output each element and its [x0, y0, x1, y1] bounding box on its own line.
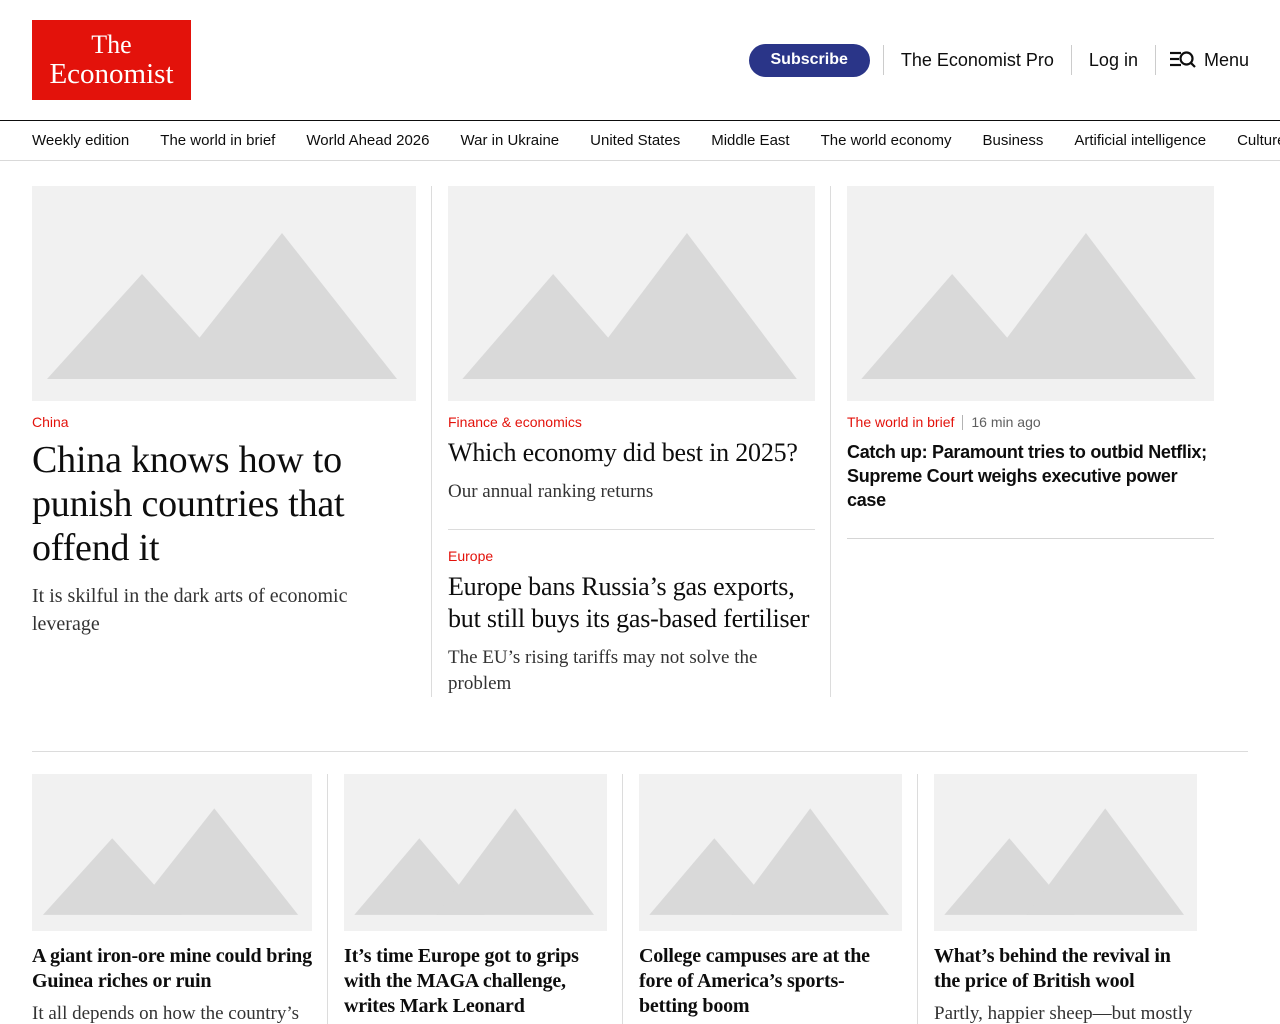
section-divider [32, 751, 1248, 752]
header-actions: Subscribe The Economist Pro Log in Menu [748, 0, 1249, 120]
image-placeholder-mountains-icon [861, 233, 1196, 379]
main-content: China China knows how to punish countrie… [32, 186, 1248, 1024]
site-header: The Economist Subscribe The Economist Pr… [0, 0, 1280, 120]
brief-image[interactable] [847, 186, 1214, 401]
section-tag[interactable]: Europe [448, 548, 494, 564]
economist-pro-link[interactable]: The Economist Pro [900, 49, 1054, 70]
image-placeholder-mountains-icon [649, 808, 889, 915]
card-headline[interactable]: College campuses are at the fore of Amer… [639, 945, 870, 1017]
nav-item-culture[interactable]: Culture [1237, 132, 1280, 149]
section-tag[interactable]: Finance & economics [448, 414, 582, 430]
brief-meta: The world in brief 16 min ago [847, 414, 1214, 430]
middle-story2-headline[interactable]: Europe bans Russia’s gas exports, but st… [448, 572, 810, 633]
nav-item-world-in-brief[interactable]: The world in brief [160, 132, 276, 149]
section-tag[interactable]: China [32, 414, 69, 430]
image-placeholder-mountains-icon [47, 233, 397, 379]
menu-label: Menu [1203, 49, 1249, 70]
lead-story-image[interactable] [32, 186, 416, 401]
card-headline[interactable]: A giant iron-ore mine could bring Guinea… [32, 945, 312, 992]
card-headline[interactable]: It’s time Europe got to grips with the M… [344, 945, 579, 1017]
lead-rubric: It is skilful in the dark arts of econom… [32, 585, 348, 635]
middle-story2-rubric: The EU’s rising tariffs may not solve th… [448, 647, 758, 694]
nav-item-business[interactable]: Business [982, 132, 1044, 149]
image-placeholder-mountains-icon [462, 233, 797, 379]
primary-nav: Weekly edition The world in brief World … [0, 120, 1280, 161]
story-card: College campuses are at the fore of Amer… [622, 774, 902, 1024]
logo-line-2: Economist [49, 58, 174, 90]
meta-separator [962, 414, 964, 430]
nav-items: Weekly edition The world in brief World … [0, 121, 1280, 160]
timestamp: 16 min ago [971, 414, 1041, 430]
card-rubric: Partly, happier sheep—but mostly pent-up… [934, 1003, 1193, 1024]
story-card: What’s behind the revival in the price o… [917, 774, 1197, 1024]
header-separator [1070, 45, 1072, 75]
section-tag[interactable]: The world in brief [847, 414, 955, 430]
card-image[interactable] [32, 774, 312, 931]
world-in-brief-column: The world in brief 16 min ago Catch up: … [830, 186, 1214, 697]
nav-item-middle-east[interactable]: Middle East [711, 132, 790, 149]
story-divider [448, 529, 815, 530]
image-placeholder-mountains-icon [354, 808, 594, 915]
middle-column: Finance & economics Which economy did be… [431, 186, 815, 697]
menu-search-icon [1169, 51, 1196, 68]
subscribe-button[interactable]: Subscribe [748, 43, 870, 77]
middle-story1-headline[interactable]: Which economy did best in 2025? [448, 438, 798, 467]
nav-item-artificial-intelligence[interactable]: Artificial intelligence [1074, 132, 1207, 149]
middle-story1-rubric: Our annual ranking returns [448, 481, 654, 502]
header-separator [1154, 45, 1156, 75]
image-placeholder-mountains-icon [944, 808, 1184, 915]
logo-line-1: The [91, 30, 132, 59]
nav-item-war-in-ukraine[interactable]: War in Ukraine [460, 132, 560, 149]
card-image[interactable] [639, 774, 902, 931]
economist-logo[interactable]: The Economist [32, 20, 191, 100]
card-headline[interactable]: What’s behind the revival in the price o… [934, 945, 1171, 992]
card-image[interactable] [934, 774, 1197, 931]
hero-section: China China knows how to punish countrie… [32, 186, 1248, 697]
lead-headline[interactable]: China knows how to punish countries that… [32, 439, 345, 569]
nav-item-united-states[interactable]: United States [590, 132, 681, 149]
nav-item-weekly-edition[interactable]: Weekly edition [32, 132, 130, 149]
middle-story-image[interactable] [448, 186, 815, 401]
image-placeholder-mountains-icon [42, 808, 299, 915]
card-rubric: It all depends on how the country’s junt… [32, 1003, 300, 1024]
brief-headline[interactable]: Catch up: Paramount tries to outbid Netf… [847, 442, 1207, 510]
nav-item-world-ahead-2026[interactable]: World Ahead 2026 [306, 132, 430, 149]
header-separator [882, 45, 884, 75]
card-image[interactable] [344, 774, 607, 931]
login-link[interactable]: Log in [1088, 49, 1138, 70]
lead-story: China China knows how to punish countrie… [32, 186, 416, 697]
secondary-stories: A giant iron-ore mine could bring Guinea… [32, 774, 1248, 1024]
brief-divider [847, 538, 1214, 539]
story-card: A giant iron-ore mine could bring Guinea… [32, 774, 312, 1024]
story-card: It’s time Europe got to grips with the M… [327, 774, 607, 1024]
nav-item-world-economy[interactable]: The world economy [820, 132, 952, 149]
menu-button[interactable]: Menu [1169, 48, 1249, 72]
